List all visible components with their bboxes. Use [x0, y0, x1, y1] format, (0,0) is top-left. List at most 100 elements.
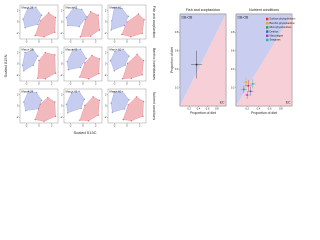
region-lower — [236, 14, 292, 106]
y-tick-label: 0.4 — [231, 67, 235, 71]
point — [85, 57, 88, 60]
y-tick-label: 0.2 — [175, 85, 179, 89]
annotation: DB-OB — [238, 15, 249, 19]
point — [242, 88, 246, 91]
y-tick-label: 0.6 — [175, 48, 179, 52]
point — [126, 21, 128, 23]
point — [34, 118, 37, 121]
point — [79, 66, 82, 69]
point — [54, 72, 57, 74]
legend-label: Macroalgae — [270, 33, 284, 37]
point — [98, 99, 101, 102]
point — [38, 59, 40, 62]
y-tick-label: 2 — [61, 50, 63, 54]
point — [78, 90, 81, 93]
point — [35, 91, 38, 94]
row-label: Fish and zooplankton — [152, 6, 156, 38]
point — [71, 48, 74, 51]
y-tick-label: 0 — [61, 104, 63, 108]
y-tick-label: 2 — [61, 92, 63, 96]
region-lower — [180, 14, 226, 106]
point — [141, 32, 144, 35]
point — [247, 84, 250, 87]
point — [127, 15, 130, 18]
point — [84, 61, 86, 64]
point — [121, 90, 124, 93]
legend-label: Benthic phytoplankton — [270, 21, 296, 25]
point — [142, 59, 145, 62]
point — [87, 119, 90, 122]
point — [53, 54, 56, 56]
plot-area — [63, 4, 103, 40]
point — [89, 10, 92, 13]
point — [110, 102, 113, 105]
point — [39, 103, 42, 106]
x-axis-label: Proportion of diet — [190, 111, 216, 115]
panel-title: Nutrient conditions — [249, 8, 279, 12]
point — [36, 23, 39, 26]
x-tick-label: 0 — [82, 81, 84, 85]
x-tick-label: 0.2 — [187, 106, 191, 110]
y-tick-label: 2 — [105, 8, 107, 12]
x-tick-label: 0.4 — [197, 106, 201, 110]
point — [111, 111, 114, 114]
panel-title: March 28 — [22, 48, 34, 52]
row-label: Benthic invertebrates — [152, 48, 156, 80]
panel-title: March 28 — [22, 90, 34, 94]
point — [121, 7, 123, 10]
point — [34, 34, 37, 37]
annotation: EC — [220, 100, 225, 104]
point — [141, 73, 144, 76]
x-tick-label: -2 — [69, 123, 72, 127]
point — [244, 80, 248, 84]
point — [124, 64, 126, 67]
point — [70, 92, 73, 94]
plot-frame — [179, 13, 227, 107]
x-tick-label: 2 — [51, 81, 53, 85]
point — [92, 96, 95, 98]
point — [123, 24, 126, 27]
point — [24, 26, 26, 29]
point — [21, 64, 24, 67]
point — [97, 14, 100, 17]
legend-swatch — [266, 22, 269, 25]
point — [22, 101, 25, 103]
x-tick-label: 0 — [82, 123, 84, 127]
point — [39, 19, 42, 22]
point — [97, 72, 100, 75]
x-tick-label: 0.6 — [206, 106, 210, 110]
point — [22, 69, 25, 72]
x-tick-label: 0.8 — [215, 106, 219, 110]
point — [65, 103, 68, 106]
point — [65, 16, 68, 19]
x-tick-label: -2 — [69, 39, 72, 43]
y-tick-label: -2 — [16, 73, 19, 77]
x-tick-label: 0.6 — [268, 106, 272, 110]
point — [141, 115, 144, 118]
y-tick-label: 0.8 — [175, 30, 179, 34]
x-axis-label: Scaled δ13C — [74, 130, 97, 135]
legend-label: Surface phytoplankton — [270, 17, 296, 21]
point — [98, 58, 101, 60]
annotation: EC — [286, 100, 291, 104]
x-tick-label: 2 — [95, 39, 97, 43]
x-tick-label: -2 — [113, 123, 116, 127]
point — [97, 114, 100, 116]
legend-swatch — [266, 34, 269, 37]
point — [113, 6, 116, 9]
panel-title: March 43 — [66, 90, 78, 94]
point — [43, 120, 45, 123]
point — [24, 51, 26, 54]
plot-area — [19, 88, 59, 124]
y-tick-label: -2 — [104, 115, 107, 119]
y-tick-label: 0 — [61, 62, 63, 66]
page: {"shared_labels":{"y_label":"Scaled δ15N… — [3, 4, 296, 136]
x-tick-label: 0.4 — [257, 106, 261, 110]
y-tick-label: 2 — [105, 50, 107, 54]
y-tick-label: 2 — [17, 50, 19, 54]
point — [47, 12, 50, 14]
x-tick-label: 0 — [38, 39, 40, 43]
x-tick-label: 0 — [38, 81, 40, 85]
x-tick-label: -2 — [69, 81, 72, 85]
point — [44, 77, 47, 80]
